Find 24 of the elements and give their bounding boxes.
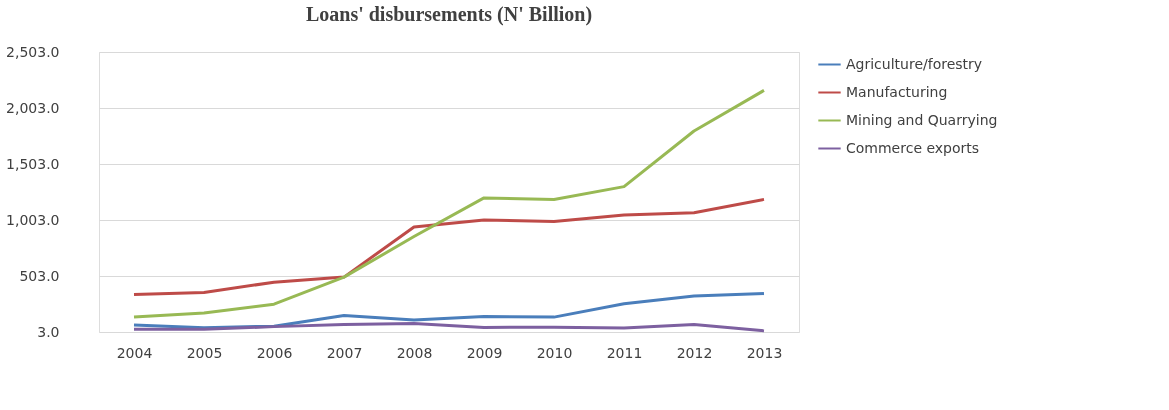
- x-tick-label: 2007: [326, 344, 363, 361]
- y-tick-label: 1,003.0: [6, 211, 60, 228]
- y-tick-label: 503.0: [19, 267, 60, 284]
- x-tick-label: 2010: [536, 344, 573, 361]
- legend-label: Agriculture/forestry: [846, 55, 983, 72]
- x-tick-label: 2011: [606, 344, 643, 361]
- x-tick-label: 2006: [256, 344, 293, 361]
- x-tick-label: 2008: [396, 344, 433, 361]
- chart-title: Loans' disbursements (N' Billion): [305, 3, 593, 26]
- y-tick-label: 2,503.0: [6, 43, 60, 60]
- legend-label: Manufacturing: [846, 83, 948, 100]
- legend-label: Commerce exports: [846, 139, 980, 156]
- line-series: [132, 321, 766, 333]
- x-tick-label: 2012: [676, 344, 713, 361]
- x-tick-label: 2009: [466, 344, 503, 361]
- x-tick-label: 2005: [186, 344, 223, 361]
- x-tick-label: 2013: [746, 344, 783, 361]
- y-tick-label: 1,503.0: [6, 155, 60, 172]
- line-series: [132, 88, 766, 319]
- line-series: [132, 197, 766, 296]
- y-tick-label: 2,003.0: [6, 99, 60, 116]
- legend-label: Mining and Quarrying: [846, 111, 998, 128]
- x-tick-label: 2004: [116, 344, 153, 361]
- y-tick-label: 3.0: [37, 323, 60, 340]
